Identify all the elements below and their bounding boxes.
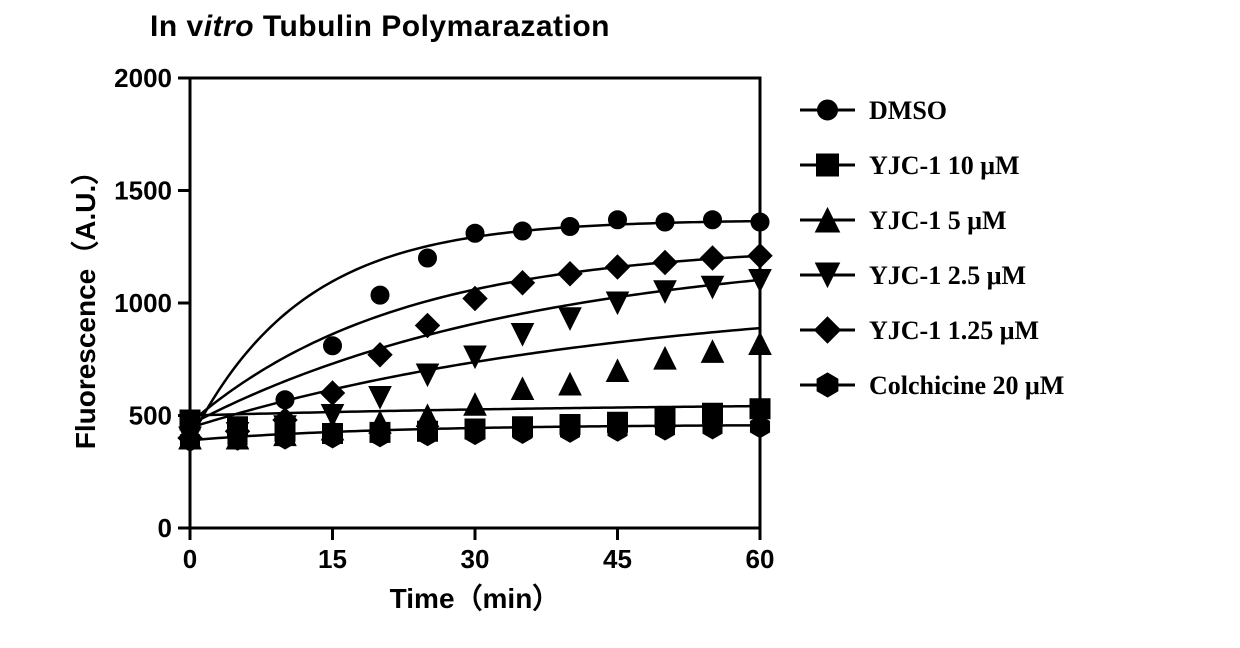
legend-item: DMSO [800,96,947,125]
x-tick-label: 30 [461,544,490,574]
x-tick-label: 45 [603,544,632,574]
legend-label: YJC-1 2.5 μM [869,261,1026,290]
chart-svg: 0 15 30 45 60 Time（min） 0 500 1000 1500 2000 Fluore… [20,10,1220,640]
legend-label: DMSO [869,96,947,125]
y-tick-label: 2000 [114,63,172,93]
y-tick-label: 1000 [114,288,172,318]
x-tick-label: 0 [183,544,197,574]
y-tick-label: 0 [158,513,172,543]
legend-item: Colchicine 20 μM [800,371,1064,400]
legend-label: YJC-1 1.25 μM [869,316,1039,345]
legend-item: YJC-1 1.25 μM [800,316,1039,345]
legend-label: YJC-1 10 μM [869,151,1020,180]
legend-label: Colchicine 20 μM [869,371,1064,400]
y-tick-label: 500 [129,401,172,431]
x-tick-label: 15 [318,544,347,574]
x-tick-label: 60 [746,544,775,574]
title-prefix: In v [150,10,204,43]
chart-title: In vitro Tubulin Polymarazation [150,10,610,44]
title-italic: itro [204,10,254,43]
title-rest: Tubulin Polymarazation [254,10,610,43]
y-axis-label: Fluorescence（A.U.） [69,157,101,450]
x-axis-label: Time（min） [390,582,561,614]
y-tick-label: 1500 [114,176,172,206]
legend-item: YJC-1 10 μM [800,151,1020,180]
chart-container: In vitro Tubulin Polymarazation 0 15 30 45 6… [20,10,1220,640]
legend-item: YJC-1 5 μM [800,206,1007,235]
legend-label: YJC-1 5 μM [869,206,1007,235]
legend-item: YJC-1 2.5 μM [800,261,1026,290]
